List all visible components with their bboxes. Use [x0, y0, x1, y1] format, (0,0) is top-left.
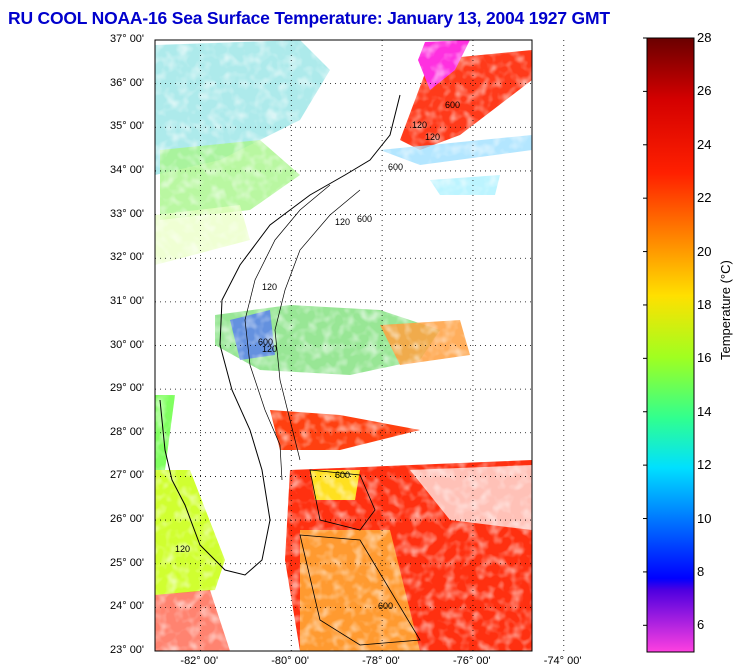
contour-label: 600 [388, 162, 403, 172]
colorbar-ticks [643, 37, 647, 626]
contour-label: 120 [262, 344, 277, 354]
colorbar-tick-label: 6 [697, 617, 705, 633]
longitude-label: -82° 00' [180, 655, 219, 667]
colorbar-tick-label: 18 [697, 296, 712, 312]
latitude-label: 25° 00' [110, 556, 145, 569]
colorbar-tick-label: 16 [697, 350, 712, 366]
sst-image [155, 40, 532, 651]
longitude-label: -76° 00' [452, 655, 491, 667]
longitude-label: -74° 00' [543, 655, 582, 667]
colorbar-tick-label: 14 [697, 403, 712, 419]
contour-label: 600 [378, 601, 393, 611]
latitude-label: 27° 00' [110, 469, 145, 482]
contour-label: 600 [357, 214, 372, 224]
latitude-label: 28° 00' [110, 425, 145, 438]
colorbar-title: Temperature (°C) [718, 260, 733, 360]
contour-label: 120 [175, 544, 190, 554]
map-title: RU COOL NOAA-16 Sea Surface Temperature:… [8, 8, 610, 28]
latitude-label: 26° 00' [110, 513, 145, 526]
colorbar-tick-label: 22 [697, 190, 712, 206]
contour-label: 600 [335, 470, 350, 480]
contour-label: 120 [335, 217, 350, 227]
latitude-label: 36° 00' [110, 76, 145, 89]
latitude-label: 37° 00' [110, 33, 145, 45]
colorbar [646, 37, 695, 653]
colorbar-tick-label: 8 [697, 563, 705, 579]
latitude-label: 33° 00' [110, 207, 145, 220]
colorbar-tick-label: 20 [697, 243, 712, 259]
longitude-label: -80° 00' [271, 655, 309, 667]
contour-label: 120 [412, 120, 427, 130]
contour-label: 120 [262, 282, 277, 292]
contour-label: 120 [425, 132, 440, 142]
latitude-label: 30° 00' [110, 338, 145, 351]
contour-label: 600 [258, 337, 273, 347]
colorbar-tick-label: 26 [697, 83, 712, 99]
colorbar-tick-label: 10 [697, 510, 712, 526]
contour-label: 600 [445, 100, 460, 110]
colorbar-tick-label: 12 [697, 457, 712, 473]
latitude-label: 23° 00' [110, 644, 145, 656]
latitude-label: 32° 00' [110, 251, 145, 264]
longitude-label: -78° 00' [362, 655, 400, 667]
latitude-label: 29° 00' [110, 382, 145, 395]
colorbar-tick-label: 24 [697, 136, 712, 152]
colorbar-tick-label: 28 [697, 30, 712, 45]
latitude-label: 34° 00' [110, 163, 145, 176]
latitude-label: 31° 00' [110, 294, 145, 307]
latitude-label: 35° 00' [110, 120, 145, 133]
latitude-label: 24° 00' [110, 600, 145, 613]
